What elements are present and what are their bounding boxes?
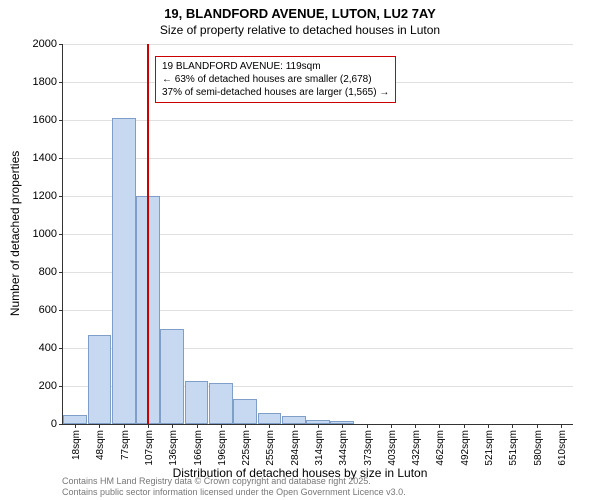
annotation-box: 19 BLANDFORD AVENUE: 119sqm ← 63% of det…: [155, 56, 396, 103]
y-tick-label: 0: [51, 418, 63, 430]
x-tick-label: 344sqm: [338, 424, 349, 466]
y-tick-label: 200: [39, 380, 63, 392]
histogram-bar: [209, 383, 233, 424]
plot-area: 020040060080010001200140016001800200018s…: [62, 44, 573, 425]
x-tick-label: 462sqm: [435, 424, 446, 466]
histogram-bar: [185, 381, 209, 424]
histogram-bar: [63, 415, 87, 424]
histogram-chart: 19, BLANDFORD AVENUE, LUTON, LU2 7AY Siz…: [0, 0, 600, 500]
grid-line: [63, 44, 573, 45]
x-tick-label: 492sqm: [460, 424, 471, 466]
x-tick-label: 314sqm: [314, 424, 325, 466]
x-tick-label: 107sqm: [144, 424, 155, 466]
attribution-line: Contains public sector information licen…: [62, 487, 406, 498]
y-tick-label: 2000: [33, 38, 63, 50]
attribution: Contains HM Land Registry data © Crown c…: [62, 476, 406, 498]
y-tick-label: 1800: [33, 76, 63, 88]
y-tick-label: 800: [39, 266, 63, 278]
x-tick-label: 18sqm: [71, 424, 82, 460]
y-tick-label: 1400: [33, 152, 63, 164]
x-tick-label: 580sqm: [533, 424, 544, 466]
x-tick-label: 373sqm: [363, 424, 374, 466]
y-tick-label: 400: [39, 342, 63, 354]
attribution-line: Contains HM Land Registry data © Crown c…: [62, 476, 406, 487]
x-tick-label: 610sqm: [557, 424, 568, 466]
x-tick-label: 196sqm: [217, 424, 228, 466]
x-tick-label: 284sqm: [290, 424, 301, 466]
histogram-bar: [88, 335, 112, 424]
y-tick-label: 1200: [33, 190, 63, 202]
x-tick-label: 255sqm: [265, 424, 276, 466]
y-axis-title: Number of detached properties: [8, 151, 22, 316]
chart-subtitle: Size of property relative to detached ho…: [0, 21, 600, 37]
annotation-line: ← 63% of detached houses are smaller (2,…: [162, 73, 389, 86]
histogram-bar: [160, 329, 184, 424]
x-tick-label: 48sqm: [95, 424, 106, 460]
x-tick-label: 77sqm: [120, 424, 131, 460]
histogram-bar: [258, 413, 282, 424]
x-tick-label: 432sqm: [411, 424, 422, 466]
annotation-line: 37% of semi-detached houses are larger (…: [162, 86, 389, 99]
histogram-bar: [282, 416, 306, 424]
y-tick-label: 1600: [33, 114, 63, 126]
grid-line: [63, 158, 573, 159]
x-tick-label: 521sqm: [484, 424, 495, 466]
chart-title: 19, BLANDFORD AVENUE, LUTON, LU2 7AY: [0, 0, 600, 21]
grid-line: [63, 120, 573, 121]
reference-line: [147, 44, 149, 424]
annotation-line: 19 BLANDFORD AVENUE: 119sqm: [162, 60, 389, 73]
x-tick-label: 225sqm: [241, 424, 252, 466]
x-tick-label: 166sqm: [193, 424, 204, 466]
x-tick-label: 136sqm: [168, 424, 179, 466]
x-tick-label: 403sqm: [387, 424, 398, 466]
y-tick-label: 1000: [33, 228, 63, 240]
histogram-bar: [233, 399, 257, 424]
y-tick-label: 600: [39, 304, 63, 316]
histogram-bar: [112, 118, 136, 424]
x-tick-label: 551sqm: [508, 424, 519, 466]
